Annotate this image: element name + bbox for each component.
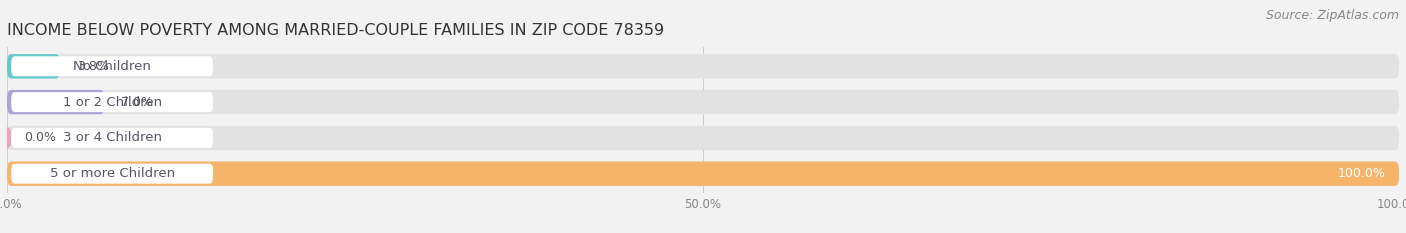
Text: 1 or 2 Children: 1 or 2 Children [62,96,162,109]
Text: Source: ZipAtlas.com: Source: ZipAtlas.com [1265,9,1399,22]
Text: INCOME BELOW POVERTY AMONG MARRIED-COUPLE FAMILIES IN ZIP CODE 78359: INCOME BELOW POVERTY AMONG MARRIED-COUPL… [7,24,664,38]
FancyBboxPatch shape [11,128,214,148]
Text: 0.0%: 0.0% [24,131,56,144]
Text: 3 or 4 Children: 3 or 4 Children [63,131,162,144]
FancyBboxPatch shape [7,54,60,79]
FancyBboxPatch shape [7,126,1399,150]
Text: 3.8%: 3.8% [77,60,108,73]
FancyBboxPatch shape [7,54,1399,79]
Text: 7.0%: 7.0% [121,96,153,109]
Text: No Children: No Children [73,60,150,73]
Text: 5 or more Children: 5 or more Children [49,167,174,180]
FancyBboxPatch shape [11,164,214,184]
FancyBboxPatch shape [11,56,214,76]
FancyBboxPatch shape [11,92,214,112]
FancyBboxPatch shape [7,90,104,114]
Text: 100.0%: 100.0% [1337,167,1385,180]
Circle shape [3,128,11,148]
FancyBboxPatch shape [7,90,1399,114]
FancyBboxPatch shape [7,161,1399,186]
FancyBboxPatch shape [7,161,1399,186]
